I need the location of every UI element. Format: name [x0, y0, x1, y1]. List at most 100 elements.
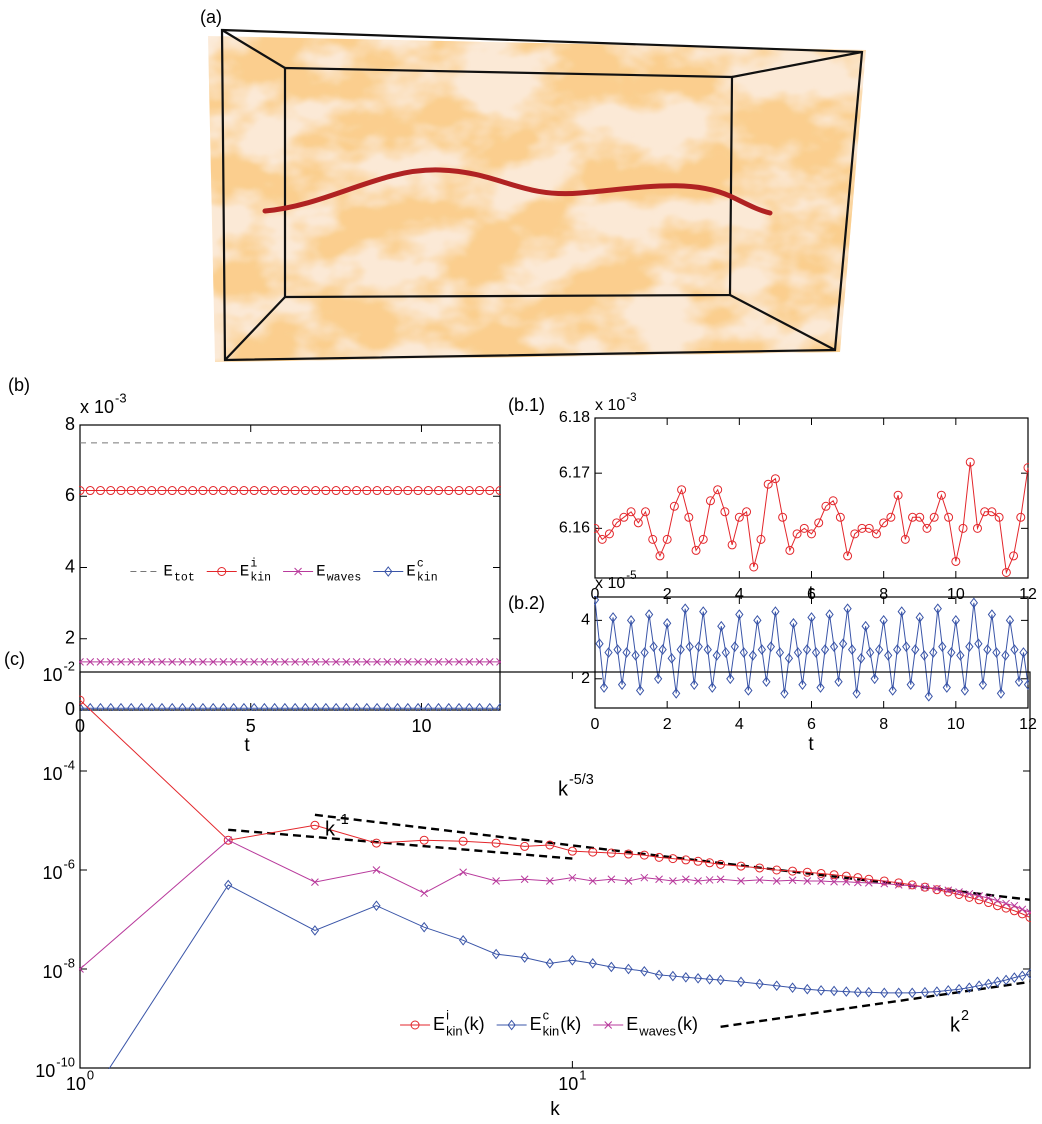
guide-line: [228, 828, 573, 860]
marker: [1016, 512, 1026, 522]
marker: [864, 986, 873, 998]
marker: [568, 873, 577, 882]
marker: [978, 679, 988, 690]
marker: [1010, 972, 1019, 983]
text-base: E: [163, 563, 173, 581]
rich-text: x 10 -3: [595, 392, 637, 414]
marker: [280, 486, 290, 496]
marker: [736, 976, 746, 988]
marker: [639, 850, 649, 860]
marker: [413, 486, 423, 496]
marker: [829, 870, 839, 880]
superscript: -3: [626, 392, 636, 404]
marker: [748, 650, 757, 661]
marker: [157, 702, 167, 711]
marker: [444, 702, 453, 711]
marker: [972, 523, 982, 533]
marker: [853, 878, 862, 887]
rich-text: 4: [735, 716, 744, 733]
marker: [915, 612, 924, 623]
marker: [604, 647, 613, 658]
marker: [829, 641, 839, 652]
marker: [613, 644, 622, 655]
marker: [929, 647, 938, 658]
marker: [595, 638, 604, 650]
marker: [856, 653, 866, 664]
marker: [403, 702, 412, 711]
marker: [987, 609, 997, 620]
rich-text: 8: [879, 586, 888, 603]
rich-text: 10 -6: [42, 856, 75, 882]
marker: [567, 846, 577, 856]
marker: [838, 638, 848, 650]
marker: [681, 875, 690, 884]
marker: [597, 534, 607, 544]
marker: [217, 567, 227, 576]
subscript: kin: [446, 1023, 463, 1038]
marker: [520, 952, 529, 963]
marker: [520, 841, 530, 851]
marker: [770, 474, 780, 484]
marker: [716, 974, 725, 986]
marker: [250, 702, 259, 711]
series-line: [594, 599, 1029, 697]
marker: [475, 486, 485, 496]
marker: [127, 658, 136, 666]
marker: [908, 987, 917, 999]
marker: [705, 858, 715, 868]
marker: [626, 507, 636, 517]
marker: [607, 961, 616, 973]
text-base: 6.17: [559, 464, 590, 481]
marker: [894, 987, 903, 999]
marker: [843, 551, 853, 561]
marker: [798, 679, 807, 690]
marker: [106, 486, 116, 496]
marker: [1001, 650, 1010, 661]
marker: [755, 978, 764, 990]
marker: [259, 486, 269, 496]
marker: [1026, 908, 1031, 917]
marker: [744, 685, 753, 696]
marker: [475, 702, 484, 711]
marker: [383, 658, 392, 666]
marker: [599, 682, 609, 693]
vortex-cloud: [208, 36, 866, 362]
marker: [362, 658, 371, 666]
marker: [410, 1020, 420, 1030]
marker: [116, 486, 126, 496]
marker: [633, 518, 643, 528]
x-axis-label: t: [244, 735, 250, 756]
marker: [772, 877, 781, 885]
marker: [943, 887, 953, 897]
marker: [893, 644, 902, 655]
marker: [77, 1109, 84, 1118]
rich-text: 0: [65, 699, 75, 719]
marker: [240, 658, 248, 666]
rich-text: 10 -2: [42, 658, 75, 684]
plot-frame: [79, 424, 501, 711]
marker: [475, 658, 484, 666]
text-base: E: [240, 563, 250, 581]
text-base: 12: [1019, 586, 1037, 603]
box-edges: [220, 28, 864, 362]
marker: [864, 523, 874, 533]
series-line: [79, 839, 1031, 970]
marker: [727, 540, 737, 550]
marker: [993, 896, 1002, 905]
rich-text: 6: [807, 586, 816, 603]
guide-line: [720, 980, 1031, 1028]
marker: [708, 682, 717, 693]
marker: [816, 682, 825, 693]
marker: [655, 875, 663, 884]
text-base: x 10: [595, 397, 625, 414]
marker: [870, 673, 879, 685]
plot-frame: [594, 417, 1029, 579]
marker: [987, 507, 997, 517]
marker: [681, 603, 690, 614]
marker: [147, 658, 156, 666]
marker: [861, 620, 870, 632]
marker: [1014, 676, 1024, 688]
text-base: E: [406, 563, 416, 581]
